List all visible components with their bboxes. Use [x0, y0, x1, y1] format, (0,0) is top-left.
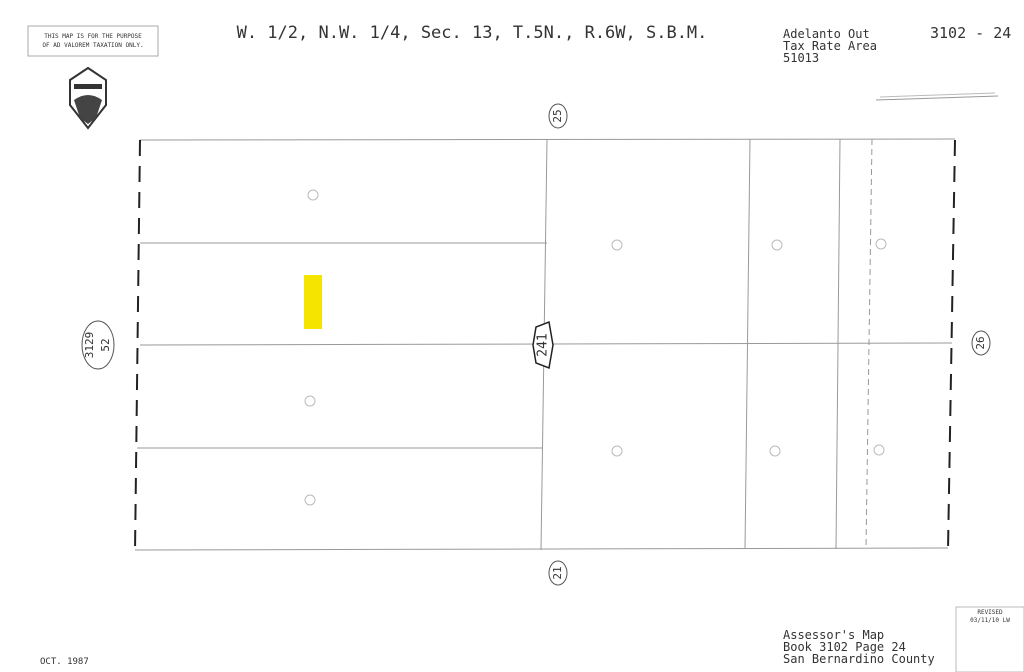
parcel-circles: [304, 189, 887, 506]
caption: Book 3102 Page 24: [783, 640, 906, 654]
north-arrow: [875, 92, 999, 101]
disclaimer: THIS MAP IS FOR THE PURPOSE: [44, 33, 142, 40]
caption: San Bernardino County: [783, 652, 935, 666]
revised-date: 03/11/10 LW: [970, 617, 1010, 624]
tax-area: 51013: [783, 51, 819, 65]
map-number: 3102 - 24: [930, 24, 1011, 42]
tax-area: Tax Rate Area: [783, 39, 877, 53]
county-seal: [69, 66, 107, 130]
disclaimer-box: [27, 25, 159, 57]
road-label: 25: [551, 109, 564, 122]
road-label: 26: [974, 336, 987, 349]
road-label: 21: [551, 566, 564, 579]
revision-box: [955, 606, 1024, 672]
revised: REVISED: [977, 609, 1003, 616]
tax-area: Adelanto Out: [783, 27, 870, 41]
caption: Assessor's Map: [783, 628, 884, 642]
disclaimer: OF AD VALOREM TAXATION ONLY.: [42, 42, 143, 49]
map-date: OCT. 1987: [40, 657, 89, 667]
highlighted-parcel: [304, 275, 322, 329]
road-label: 3129: [83, 332, 96, 359]
road-label: 241: [536, 333, 551, 356]
road-label: 52: [99, 338, 112, 351]
map-title: W. 1/2, N.W. 1/4, Sec. 13, T.5N., R.6W, …: [237, 23, 708, 43]
road-labels: 25 3129 52 241 26 21: [81, 103, 991, 586]
